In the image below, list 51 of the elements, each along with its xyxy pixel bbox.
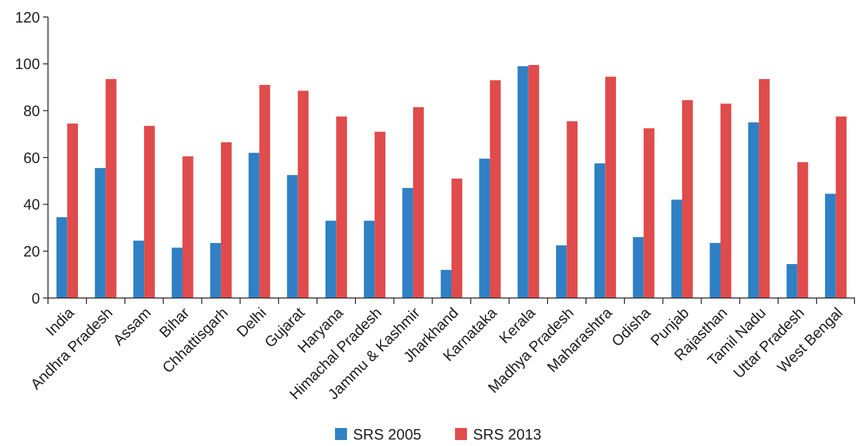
bar <box>364 220 375 298</box>
bar <box>594 163 606 298</box>
y-tick-label: 20 <box>23 243 40 260</box>
bar <box>528 65 540 298</box>
bar <box>182 156 194 298</box>
bar <box>632 237 644 298</box>
bar <box>605 76 616 298</box>
bar <box>220 142 232 298</box>
legend-label: SRS 2005 <box>353 426 422 444</box>
y-tick-label: 120 <box>14 9 40 26</box>
bar <box>67 124 78 298</box>
bar <box>144 126 155 298</box>
bar <box>133 240 144 298</box>
bar <box>287 175 298 298</box>
bar <box>106 79 116 298</box>
bar <box>644 128 654 298</box>
bar <box>440 270 452 298</box>
bar <box>825 194 836 298</box>
bar <box>210 242 221 298</box>
bar <box>786 264 798 298</box>
bar <box>452 178 462 298</box>
bar <box>797 162 808 298</box>
bar <box>298 90 309 298</box>
bar <box>720 104 732 298</box>
bar <box>413 107 424 298</box>
bar <box>172 248 182 298</box>
bar <box>556 245 567 298</box>
bar <box>566 121 578 298</box>
bar <box>94 168 106 298</box>
bar <box>259 84 270 298</box>
bar <box>490 80 501 298</box>
bar <box>758 79 770 298</box>
y-tick-label: 0 <box>32 290 40 308</box>
bar <box>710 242 720 298</box>
y-tick-label: 40 <box>23 196 40 214</box>
bar <box>56 217 68 298</box>
bar <box>374 132 386 298</box>
y-tick-label: 80 <box>23 102 40 120</box>
bar <box>325 220 336 298</box>
bar <box>248 152 260 298</box>
bar <box>748 122 759 298</box>
bar <box>836 116 847 298</box>
legend-label: SRS 2013 <box>473 426 542 444</box>
bar <box>671 200 682 298</box>
y-tick-label: 60 <box>23 150 40 167</box>
bar <box>336 116 347 298</box>
bar <box>682 100 693 298</box>
y-tick-label: 100 <box>14 56 40 74</box>
bar <box>479 158 490 298</box>
bar <box>402 188 414 298</box>
bar <box>518 66 528 298</box>
